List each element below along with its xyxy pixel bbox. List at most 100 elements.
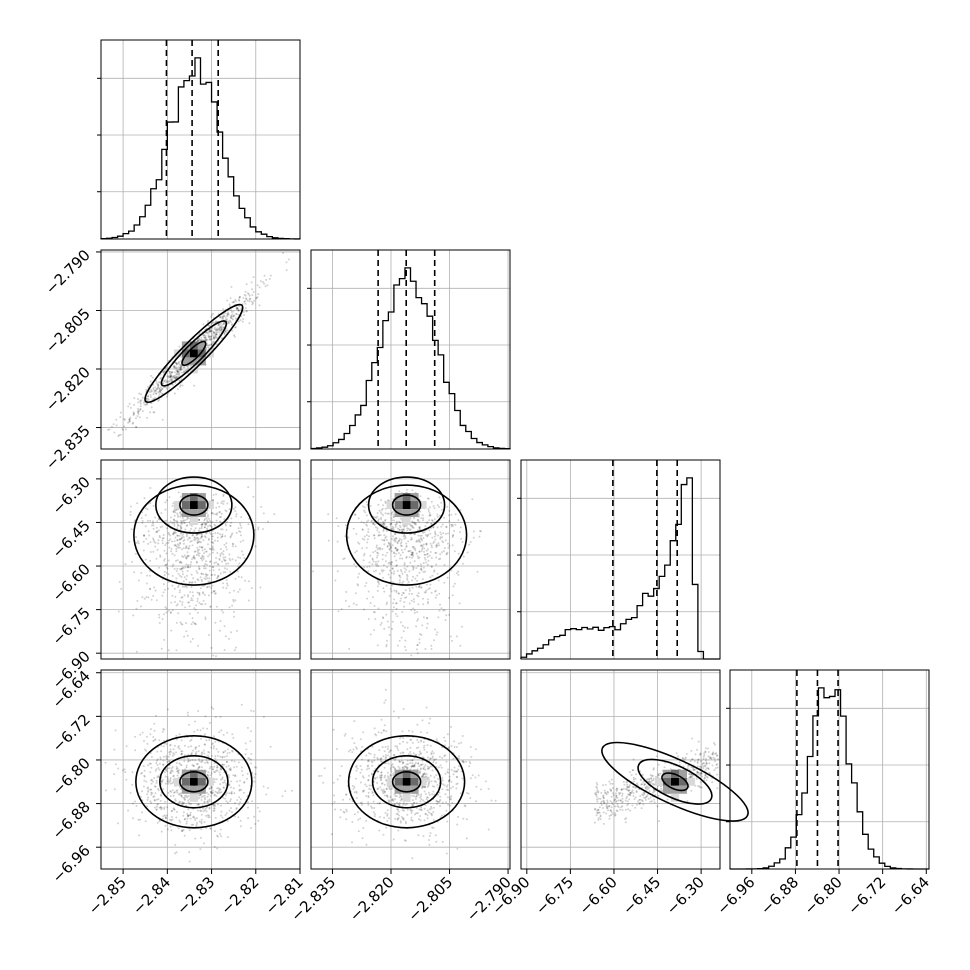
scatter-point bbox=[181, 830, 184, 833]
scatter-point bbox=[223, 559, 226, 562]
scatter-point bbox=[220, 528, 222, 531]
density-cell bbox=[189, 341, 198, 350]
scatter-point bbox=[705, 757, 707, 760]
scatter-point bbox=[377, 607, 380, 610]
scatter-point bbox=[134, 735, 137, 738]
scatter-point bbox=[153, 795, 156, 798]
scatter-point bbox=[603, 801, 605, 804]
scatter-point bbox=[609, 800, 612, 803]
scatter-point bbox=[451, 785, 454, 788]
scatter-point bbox=[376, 580, 379, 583]
scatter-point bbox=[249, 297, 252, 300]
scatter-point bbox=[421, 775, 424, 778]
scatter-point bbox=[385, 756, 387, 759]
scatter-point bbox=[418, 539, 421, 542]
scatter-point bbox=[371, 772, 373, 775]
scatter-point bbox=[428, 793, 431, 796]
scatter-point bbox=[375, 556, 378, 559]
scatter-point bbox=[166, 828, 169, 831]
scatter-point bbox=[365, 795, 368, 797]
scatter-point bbox=[180, 368, 183, 371]
scatter-point bbox=[411, 819, 414, 822]
scatter-point bbox=[189, 739, 192, 742]
scatter-point bbox=[382, 514, 385, 517]
scatter-point bbox=[406, 575, 409, 578]
scatter-point bbox=[429, 532, 432, 535]
scatter-point bbox=[435, 840, 438, 843]
scatter-point bbox=[154, 738, 157, 741]
scatter-point bbox=[178, 372, 181, 375]
scatter-point bbox=[178, 345, 181, 348]
scatter-point bbox=[188, 536, 191, 539]
scatter-point bbox=[322, 781, 325, 784]
scatter-point bbox=[238, 588, 241, 591]
scatter-point bbox=[395, 812, 398, 815]
scatter-point bbox=[365, 523, 368, 526]
scatter-point bbox=[235, 629, 238, 632]
scatter-point bbox=[471, 498, 474, 501]
scatter-point bbox=[433, 759, 436, 762]
scatter-point bbox=[207, 801, 209, 804]
scatter-point bbox=[419, 495, 422, 498]
scatter-point bbox=[167, 573, 170, 576]
scatter-point bbox=[432, 526, 435, 529]
scatter-point bbox=[172, 375, 175, 377]
scatter-point bbox=[386, 796, 389, 798]
scatter-point bbox=[198, 518, 201, 521]
scatter-point bbox=[251, 294, 254, 296]
scatter-point bbox=[403, 809, 405, 812]
scatter-point bbox=[208, 344, 211, 347]
scatter-point bbox=[652, 767, 655, 770]
scatter-point bbox=[215, 328, 218, 331]
scatter-point bbox=[210, 338, 213, 341]
contour-level bbox=[160, 320, 228, 387]
scatter-point bbox=[176, 527, 179, 530]
scatter-point bbox=[203, 565, 206, 567]
scatter-point bbox=[390, 764, 393, 767]
scatter-point bbox=[186, 815, 189, 818]
scatter-point bbox=[401, 582, 404, 585]
scatter-point bbox=[164, 564, 167, 567]
scatter-point bbox=[172, 752, 175, 755]
scatter-point bbox=[394, 546, 397, 549]
scatter-point bbox=[208, 344, 211, 347]
scatter-point bbox=[344, 524, 347, 527]
scatter-point bbox=[230, 807, 232, 810]
scatter-point bbox=[184, 369, 187, 372]
scatter-point bbox=[143, 534, 146, 537]
scatter-point bbox=[429, 812, 432, 815]
scatter-point bbox=[403, 765, 406, 768]
scatter-point bbox=[165, 552, 168, 555]
scatter-point bbox=[657, 794, 660, 797]
scatter-point bbox=[170, 375, 173, 378]
contour-level bbox=[367, 476, 446, 534]
scatter-point bbox=[199, 793, 202, 796]
scatter-point bbox=[697, 759, 700, 761]
scatter-point bbox=[395, 537, 398, 540]
scatter-point bbox=[154, 541, 157, 544]
scatter-point bbox=[259, 586, 262, 589]
scatter-point bbox=[213, 328, 216, 330]
scatter-point bbox=[223, 331, 226, 334]
scatter-point bbox=[428, 839, 430, 841]
contours bbox=[345, 476, 468, 586]
scatter-point bbox=[159, 526, 162, 529]
scatter-point bbox=[149, 574, 151, 577]
scatter-point bbox=[205, 814, 208, 817]
density-cell bbox=[189, 769, 198, 778]
scatter-point bbox=[207, 793, 210, 796]
scatter-point bbox=[212, 804, 215, 807]
scatter-point bbox=[196, 578, 199, 581]
scatter-point bbox=[180, 596, 183, 599]
scatter-point bbox=[139, 402, 142, 405]
scatter-point bbox=[174, 519, 177, 522]
scatter-point bbox=[430, 500, 433, 503]
scatter-point bbox=[224, 797, 227, 800]
scatter-point bbox=[393, 598, 395, 601]
scatter-point bbox=[185, 535, 188, 538]
scatter-point bbox=[423, 748, 426, 751]
scatter-point bbox=[359, 802, 362, 804]
scatter-point bbox=[388, 548, 391, 551]
scatter-point bbox=[152, 504, 155, 507]
scatter-point bbox=[237, 590, 240, 593]
